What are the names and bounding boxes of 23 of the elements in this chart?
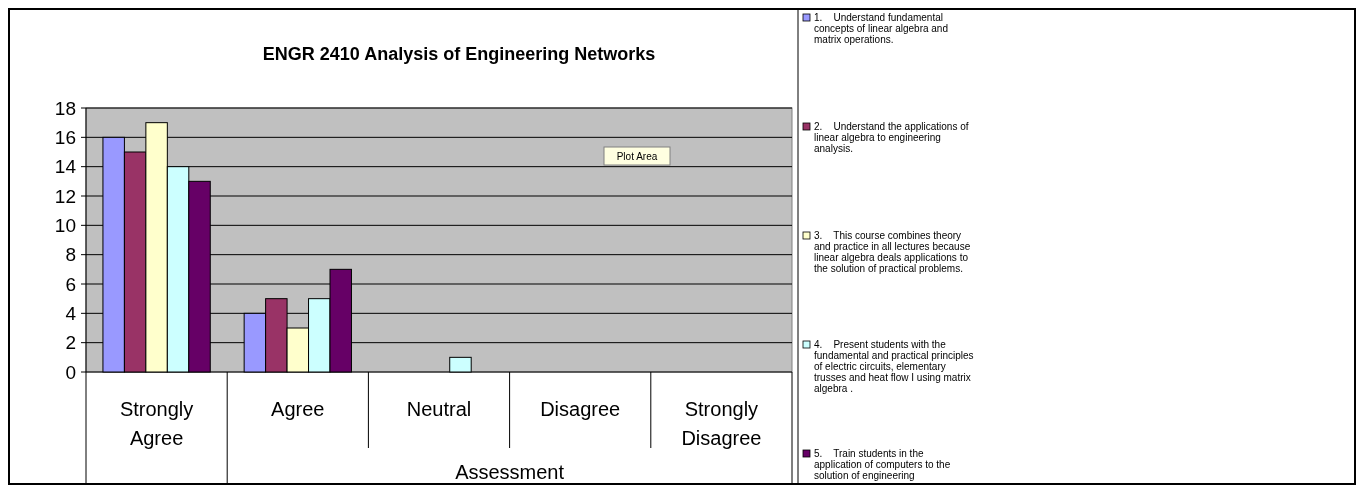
- x-tick-label: Disagree: [540, 398, 621, 420]
- y-tick-label: 16: [54, 126, 76, 148]
- x-tick-label: Neutral: [406, 398, 472, 420]
- legend-label: 5. Train students in the application of computers to the solution of engineering: [814, 448, 951, 481]
- y-tick-label: 10: [54, 214, 76, 236]
- y-tick-label: 2: [65, 332, 76, 354]
- y-tick-label: 8: [65, 244, 76, 266]
- legend-label: 4. Present students with the fundamental and practical principles of electric circuits, elementary trusses and heat flow I using matrix algebra .: [814, 339, 974, 394]
- y-tick-label: 18: [54, 97, 76, 119]
- annotation: Plot Area: [616, 150, 658, 162]
- y-tick-label: 4: [65, 302, 77, 324]
- legend-label: 2. Understand the applications of linear algebra to engineering analysis.: [814, 121, 969, 154]
- x-tick-label: Agree: [271, 398, 325, 420]
- x-tick-label: Strongly Agree: [119, 398, 194, 449]
- legend-label: 3. This course combines theory and practice in all lectures because linear algebra deals applications to the solution of practical problems.: [814, 230, 971, 274]
- y-tick-label: 6: [65, 273, 76, 295]
- chart-title: ENGR 2410 Analysis of Engineering Networks: [262, 44, 656, 64]
- y-tick-label: 12: [54, 185, 76, 207]
- x-tick-label: Strongly Disagree: [681, 398, 762, 449]
- x-axis-title: Assessment: [455, 461, 565, 483]
- y-tick-label: 14: [54, 156, 77, 178]
- y-tick-label: 0: [65, 361, 76, 383]
- legend-label: 1. Understand fundamental concepts of linear algebra and matrix operations.: [814, 12, 948, 45]
